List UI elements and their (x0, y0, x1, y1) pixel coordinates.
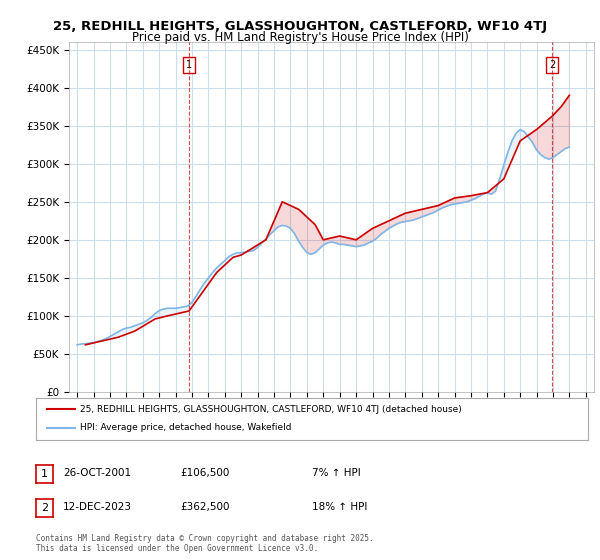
Text: 7% ↑ HPI: 7% ↑ HPI (312, 468, 361, 478)
Text: 26-OCT-2001: 26-OCT-2001 (63, 468, 131, 478)
Text: 2: 2 (549, 60, 555, 70)
Text: 25, REDHILL HEIGHTS, GLASSHOUGHTON, CASTLEFORD, WF10 4TJ: 25, REDHILL HEIGHTS, GLASSHOUGHTON, CAST… (53, 20, 547, 32)
Text: Contains HM Land Registry data © Crown copyright and database right 2025.
This d: Contains HM Land Registry data © Crown c… (36, 534, 374, 553)
Text: 25, REDHILL HEIGHTS, GLASSHOUGHTON, CASTLEFORD, WF10 4TJ (detached house): 25, REDHILL HEIGHTS, GLASSHOUGHTON, CAST… (80, 405, 462, 414)
Text: 2: 2 (41, 503, 48, 513)
Text: 1: 1 (41, 469, 48, 479)
Text: 12-DEC-2023: 12-DEC-2023 (63, 502, 132, 512)
Text: 1: 1 (186, 60, 192, 70)
Text: £106,500: £106,500 (180, 468, 229, 478)
Text: £362,500: £362,500 (180, 502, 229, 512)
Text: 18% ↑ HPI: 18% ↑ HPI (312, 502, 367, 512)
Text: Price paid vs. HM Land Registry's House Price Index (HPI): Price paid vs. HM Land Registry's House … (131, 31, 469, 44)
Text: HPI: Average price, detached house, Wakefield: HPI: Average price, detached house, Wake… (80, 423, 292, 432)
